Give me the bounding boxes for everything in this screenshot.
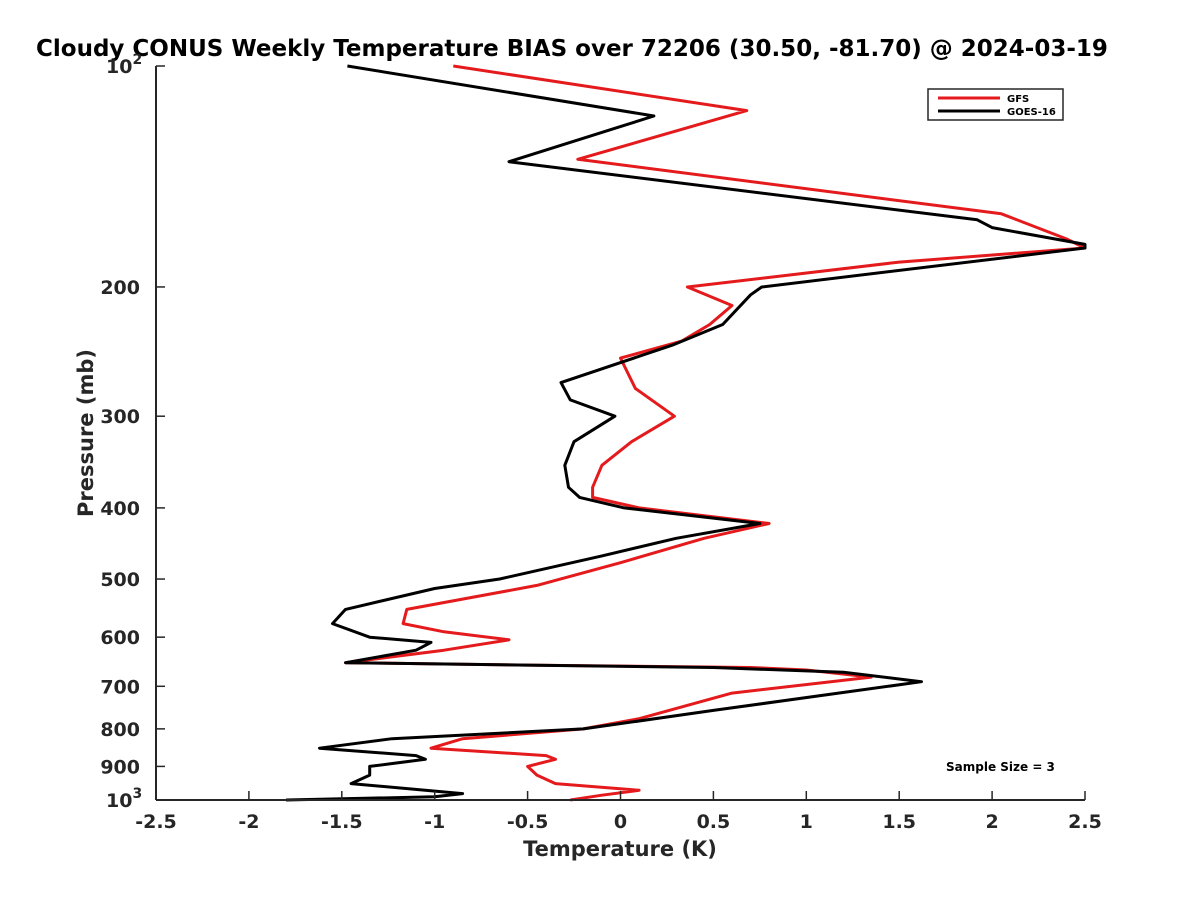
x-tick-label: 1 — [800, 811, 813, 833]
legend-box — [927, 88, 1064, 121]
series-line-goes-16 — [286, 64, 1087, 802]
y-tick-label: 103 — [106, 786, 142, 812]
x-axis-label: Temperature (K) — [523, 837, 717, 861]
y-tick-label: 500 — [100, 569, 140, 591]
y-axis-label: Pressure (mb) — [74, 349, 98, 517]
y-tick-label: 800 — [100, 719, 140, 741]
y-tick-label: 900 — [100, 756, 140, 778]
y-tick-label: 400 — [100, 498, 140, 520]
x-tick-label: -1.5 — [321, 811, 363, 833]
series-line-gfs — [344, 64, 1087, 802]
x-tick-label: 2 — [985, 811, 998, 833]
x-tick-label: 0 — [614, 811, 627, 833]
x-tick-label: -0.5 — [507, 811, 549, 833]
legend-label: GOES-16 — [1007, 107, 1056, 118]
legend-entries: GFS GOES-16 — [938, 94, 1056, 118]
x-tick-label: 0.5 — [697, 811, 731, 833]
sample-size-annotation: Sample Size = 3 — [946, 760, 1055, 774]
y-tick-label: 200 — [100, 277, 140, 299]
y-tick-label: 700 — [100, 676, 140, 698]
y-tick-base: 10 — [106, 790, 132, 812]
y-tick-label: 102 — [106, 52, 142, 78]
y-tick-exponent: 3 — [132, 786, 142, 802]
legend: GFS GOES-16 — [927, 88, 1064, 121]
x-tick-label: -1 — [424, 811, 445, 833]
series-layer — [286, 64, 1087, 802]
x-tick-label: 2.5 — [1068, 811, 1102, 833]
y-tick-label: 600 — [100, 627, 140, 649]
legend-label: GFS — [1007, 94, 1029, 105]
x-tick-label: -2 — [238, 811, 259, 833]
x-tick-label: 1.5 — [882, 811, 916, 833]
x-tick-label: -2.5 — [135, 811, 177, 833]
y-tick-base: 10 — [106, 56, 132, 78]
chart-title: Cloudy CONUS Weekly Temperature BIAS ove… — [36, 36, 1108, 62]
x-ticks: -2.5 -2 -1.5 -1 -0.5 0 0.5 1 1.5 2 2.5 — [135, 791, 1102, 833]
y-tick-exponent: 2 — [132, 52, 142, 68]
y-tick-label: 300 — [100, 406, 140, 428]
